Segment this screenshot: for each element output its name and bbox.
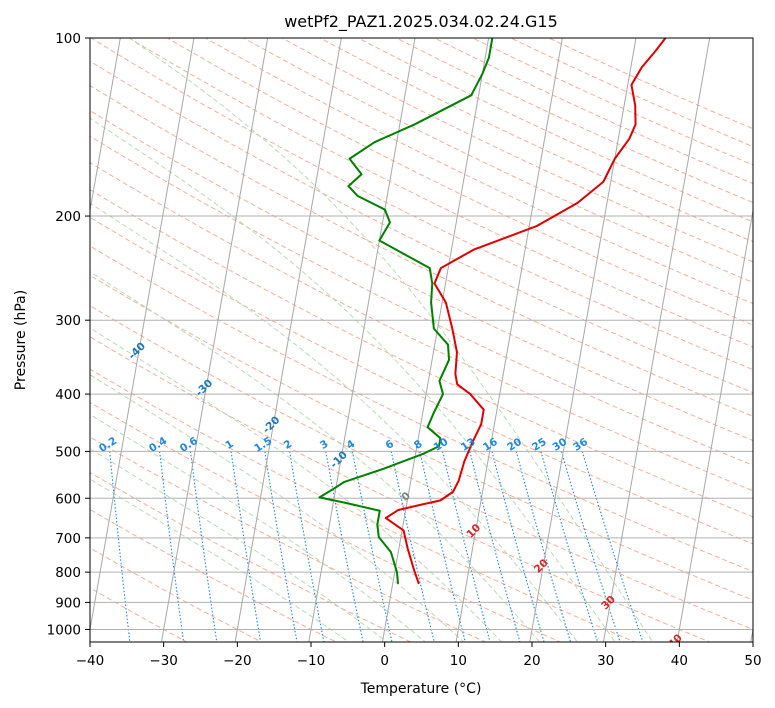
mixing-ratio-line xyxy=(390,451,435,642)
y-tick-label: 500 xyxy=(55,444,81,460)
mixing-ratio-line xyxy=(515,451,572,642)
mixing-ratio-line xyxy=(540,451,599,642)
dry-adiabat-line xyxy=(471,38,753,166)
mixing-ratio-line xyxy=(581,451,644,642)
y-tick-label: 100 xyxy=(55,31,81,47)
moist-adiabat-line xyxy=(90,448,388,642)
x-tick-label: 0 xyxy=(380,653,389,669)
dry-adiabat-line xyxy=(90,161,753,492)
dry-adiabat-line xyxy=(90,274,753,601)
y-tick-label: 1000 xyxy=(47,622,81,638)
mixing-ratio-line xyxy=(351,451,393,642)
isotherm-line xyxy=(90,38,121,214)
moist-adiabat-line xyxy=(90,202,579,642)
mixing-ratio-lines xyxy=(109,451,644,642)
isotherm-line xyxy=(602,38,711,642)
y-tick-label: 300 xyxy=(55,313,81,329)
y-tick-label: 200 xyxy=(55,209,81,225)
dry-adiabat-line xyxy=(204,38,753,305)
plot-area: 0.10.20.40.611.52346810131620253036-100-… xyxy=(90,38,753,651)
dry-adiabat-line xyxy=(433,38,753,185)
moist-adiabat-line xyxy=(90,478,350,642)
y-axis-label: Pressure (hPa) xyxy=(13,290,29,390)
y-tick-label: 800 xyxy=(55,565,81,581)
x-axis-ticks: −40 −30 −20 −10 0 10 20 30 40 50 xyxy=(76,642,762,669)
x-tick-label: 30 xyxy=(597,653,614,669)
isotherm-line xyxy=(90,38,195,633)
mixing-ratio-line xyxy=(560,451,621,642)
mixing-ratio-line xyxy=(109,451,131,642)
mixing-ratio-line xyxy=(159,451,185,642)
x-tick-label: −40 xyxy=(76,653,105,669)
isotherms xyxy=(90,38,753,642)
temperature-line xyxy=(384,38,667,585)
y-tick-label: 600 xyxy=(55,491,81,507)
x-tick-label: 40 xyxy=(671,653,688,669)
isotherm-line xyxy=(676,207,753,642)
dry-adiabat-line xyxy=(90,216,753,545)
dry-adiabat-line xyxy=(90,336,711,642)
dry-adiabat-line xyxy=(509,38,753,148)
dry-adiabat-line xyxy=(90,135,753,466)
dry-adiabat-line xyxy=(90,84,753,417)
moist-adiabat-line xyxy=(90,271,541,642)
y-tick-label: 900 xyxy=(55,595,81,611)
x-tick-label: −20 xyxy=(223,653,252,669)
y-tick-label: 700 xyxy=(55,531,81,547)
moist-adiabat-line xyxy=(90,327,503,642)
dry-adiabat-line xyxy=(357,38,753,223)
x-axis-label: Temperature (°C) xyxy=(360,681,482,697)
dry-adiabats xyxy=(90,38,753,642)
moist-adiabat-line xyxy=(128,38,654,642)
y-tick-label: 400 xyxy=(55,387,81,403)
moist-adiabat-line xyxy=(90,374,465,642)
x-tick-label: 50 xyxy=(744,653,761,669)
x-tick-label: 20 xyxy=(523,653,540,669)
x-tick-label: −10 xyxy=(297,653,326,669)
dewpoint-line xyxy=(318,38,494,585)
dry-adiabat-line xyxy=(90,110,753,442)
isotherm-line xyxy=(455,38,563,642)
mixing-ratio-line xyxy=(230,451,262,642)
dry-adiabat-line xyxy=(90,245,753,573)
x-tick-label: −30 xyxy=(149,653,178,669)
dry-adiabat-line xyxy=(90,305,753,630)
isotherm-line xyxy=(160,38,269,642)
isotherm-line xyxy=(308,38,416,642)
isotherm-label: 40 xyxy=(666,632,685,651)
dry-adiabat-line xyxy=(90,368,637,642)
chart-title: wetPf2_PAZ1.2025.034.02.24.G15 xyxy=(284,12,558,32)
dry-adiabat-line xyxy=(90,38,753,371)
mixing-ratio-line xyxy=(189,451,218,642)
mixing-ratio-line xyxy=(289,451,325,642)
isotherm-line xyxy=(234,38,342,642)
x-tick-label: 10 xyxy=(450,653,467,669)
moist-adiabat-line xyxy=(90,117,616,642)
dry-adiabat-line xyxy=(280,38,753,263)
moist-adiabats xyxy=(90,38,654,642)
mixing-ratio-line xyxy=(325,451,364,642)
isotherm-line xyxy=(529,38,637,642)
isotherm-line xyxy=(381,38,490,642)
dry-adiabat-line xyxy=(128,38,753,348)
plot-frame xyxy=(89,37,754,643)
y-axis-ticks: 100 200 300 400 500 600 700 800 900 1000 xyxy=(47,31,90,638)
mixing-ratio-line xyxy=(264,451,298,642)
pressure-gridlines xyxy=(90,38,753,630)
dry-adiabat-line xyxy=(90,60,753,394)
profile-lines xyxy=(318,38,667,585)
